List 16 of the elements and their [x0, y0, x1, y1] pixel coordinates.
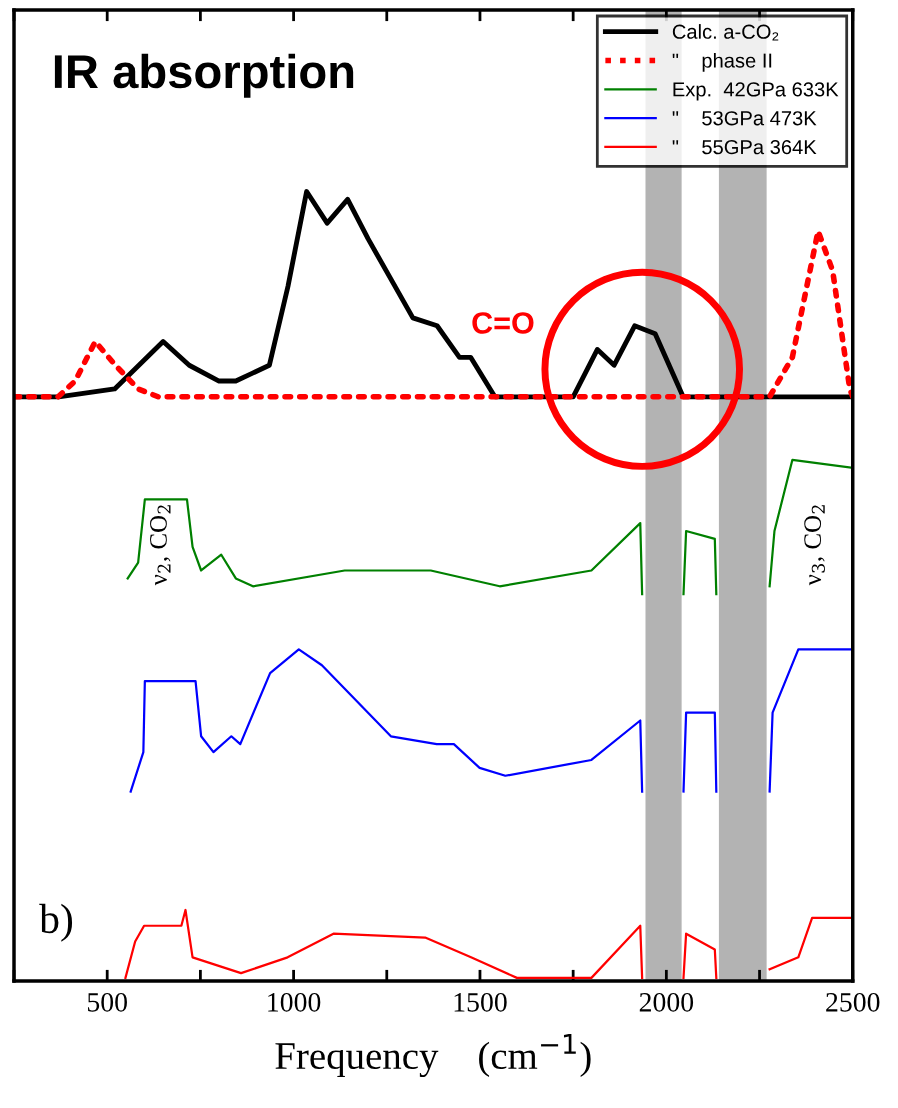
annotation: C=O	[472, 312, 534, 334]
annotation: ν$_{2}$, CO$_{2}$	[150, 505, 171, 586]
annotation: b)	[39, 903, 73, 942]
x-tick-label: 1500	[454, 992, 507, 1012]
x-tick-label: 2000	[639, 992, 694, 1012]
x-axis-title: Frequency (cm$^{−1}$)	[275, 1033, 591, 1078]
legend-label: " 53GPa 473K	[672, 111, 817, 126]
x-tick-label: 2500	[826, 992, 880, 1012]
x-tick-label: 500	[87, 992, 127, 1012]
annotation: ν$_{3}$, CO$_{2}$	[804, 505, 825, 586]
x-tick-label: 1000	[268, 992, 321, 1012]
legend-label: " 55GPa 364K	[672, 139, 817, 155]
legend-label: Calc. a-CO₂	[672, 24, 779, 41]
legend-label: " phase II	[672, 52, 772, 72]
chart-title: IR absorption	[54, 53, 354, 98]
legend-label: Exp. 42GPa 633K	[673, 82, 839, 101]
